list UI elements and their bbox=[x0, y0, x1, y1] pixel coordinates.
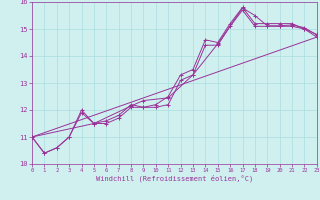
X-axis label: Windchill (Refroidissement éolien,°C): Windchill (Refroidissement éolien,°C) bbox=[96, 175, 253, 182]
